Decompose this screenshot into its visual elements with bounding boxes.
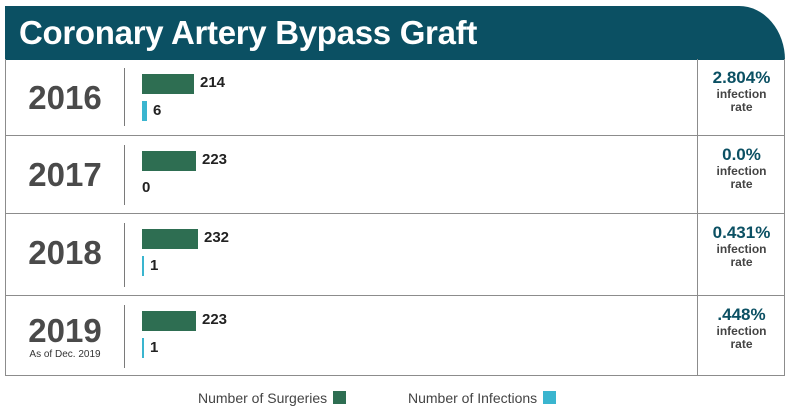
infection-rate: 0.0% infection rate <box>698 145 785 193</box>
chart-row-2016: 2016 214 6 2.804% infection rate <box>6 59 784 135</box>
chart-row-2019: 2019 As of Dec. 2019 223 1 .448% infection rat… <box>6 295 784 376</box>
legend-infections-swatch <box>543 391 557 404</box>
infections-value-label: 1 <box>150 339 159 356</box>
surgeries-bar <box>142 74 194 94</box>
infection-rate-value: 0.0% <box>722 145 761 164</box>
surgeries-bar <box>142 229 198 249</box>
chart-title: Coronary Artery Bypass Graft <box>19 14 478 51</box>
legend-infections-label: Number of Infections <box>408 390 538 406</box>
infections-value-label: 1 <box>150 257 159 274</box>
rate-label-word1: infection <box>716 323 767 338</box>
chart-row-2018: 2018 232 1 0.431% infection rate <box>6 213 784 295</box>
legend-surgeries-swatch <box>333 391 347 404</box>
chart-header: Coronary Artery Bypass Graft <box>5 6 785 60</box>
year-block: 2018 <box>6 236 124 269</box>
rate-column-divider <box>697 59 698 375</box>
year-label: 2019 <box>28 312 102 349</box>
year-divider <box>124 305 125 368</box>
year-block: 2017 <box>6 158 124 191</box>
rate-label-word2: rate <box>730 177 753 192</box>
year-label: 2017 <box>28 156 102 193</box>
year-divider <box>124 68 125 126</box>
infection-rate-label: infection rate <box>698 86 785 116</box>
infection-rate-value: 2.804% <box>712 68 771 87</box>
rate-label-word2: rate <box>730 255 753 270</box>
year-label: 2018 <box>28 234 102 271</box>
legend-surgeries: Number of Surgeries <box>198 390 347 406</box>
surgeries-bar <box>142 311 196 331</box>
chart-row-2017: 2017 223 0 0.0% infection rate <box>6 135 784 213</box>
infection-rate-value: 0.431% <box>712 223 771 242</box>
year-label: 2016 <box>28 79 102 116</box>
chart-panel: 2016 214 6 2.804% infection rate 2017 223 0 0.0% i… <box>5 59 785 376</box>
infections-bar <box>142 338 144 358</box>
year-block: 2016 <box>6 81 124 114</box>
year-divider <box>124 145 125 205</box>
year-block: 2019 As of Dec. 2019 <box>6 314 124 360</box>
infections-value-label: 6 <box>153 102 162 119</box>
infections-bar <box>142 256 144 276</box>
rate-label-word1: infection <box>716 163 767 178</box>
rate-label-word1: infection <box>716 86 767 101</box>
surgeries-value-label: 223 <box>202 311 228 328</box>
rate-label-word1: infection <box>716 241 767 256</box>
year-divider <box>124 223 125 287</box>
surgeries-value-label: 214 <box>200 74 226 91</box>
infections-bar <box>142 101 147 121</box>
rate-label-word2: rate <box>730 337 753 352</box>
infection-rate: 2.804% infection rate <box>698 68 785 116</box>
infections-value-label: 0 <box>142 179 151 196</box>
legend-surgeries-label: Number of Surgeries <box>198 390 328 406</box>
surgeries-value-label: 232 <box>204 229 230 246</box>
rate-label-word2: rate <box>730 100 753 115</box>
infection-rate: .448% infection rate <box>698 305 785 353</box>
surgeries-value-label: 223 <box>202 151 228 168</box>
legend-infections: Number of Infections <box>408 390 557 406</box>
infection-rate-value: .448% <box>717 305 766 324</box>
infection-rate-label: infection rate <box>698 323 785 353</box>
infection-rate-label: infection rate <box>698 241 785 271</box>
infection-rate: 0.431% infection rate <box>698 223 785 271</box>
surgeries-bar <box>142 151 196 171</box>
infection-rate-label: infection rate <box>698 163 785 193</box>
year-note: As of Dec. 2019 <box>29 349 101 360</box>
